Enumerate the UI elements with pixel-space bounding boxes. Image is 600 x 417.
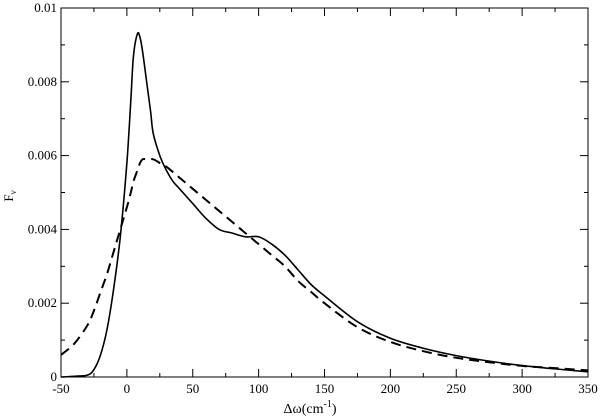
y-tick-label: 0.004 xyxy=(28,221,58,236)
ticks: -50 0 50 100 150 200 250 300 35000.0020.0040.006… xyxy=(28,0,598,396)
y-tick-label: 0.01 xyxy=(34,0,57,15)
x-tick-label: 200 xyxy=(381,381,401,396)
x-axis-label-sup: -1 xyxy=(323,399,331,410)
x-tick-label: 150 xyxy=(315,381,335,396)
x-axis-label-end: ) xyxy=(332,402,337,417)
x-axis-label-main: Δω(cm xyxy=(284,402,324,417)
y-axis-label: Fν xyxy=(1,190,18,201)
x-axis-label: Δω(cm-1) xyxy=(284,399,337,417)
series-line-dashed xyxy=(60,158,589,372)
series-layer xyxy=(60,31,589,378)
plot-frame xyxy=(60,7,589,378)
y-tick-label: 0.008 xyxy=(28,74,57,89)
y-tick-label: 0.006 xyxy=(28,148,58,163)
y-tick-label: 0 xyxy=(51,369,58,384)
x-tick-label: 0 xyxy=(124,381,131,396)
x-tick-label: -50 xyxy=(52,381,69,396)
y-axis-label-main: F xyxy=(1,194,16,201)
x-tick-label: 100 xyxy=(249,381,269,396)
x-tick-label: 350 xyxy=(578,381,598,396)
y-tick-label: 0.002 xyxy=(28,295,57,310)
x-tick-label: 300 xyxy=(512,381,532,396)
series-line-solid xyxy=(60,31,589,378)
y-axis-label-sub: ν xyxy=(8,190,18,194)
x-tick-label: 50 xyxy=(186,381,199,396)
x-tick-label: 250 xyxy=(447,381,467,396)
